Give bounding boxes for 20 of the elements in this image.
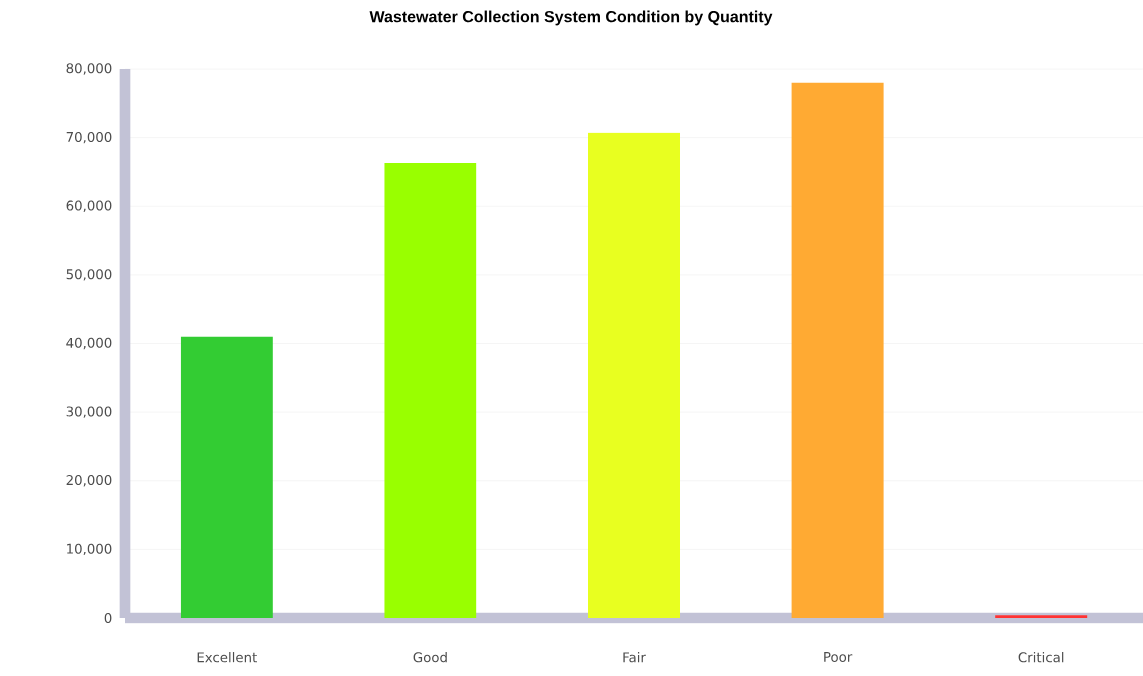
x-tick-label: Critical (1018, 652, 1064, 663)
y-tick-label: 50,000 (66, 269, 112, 281)
x-tick-label: Good (413, 652, 447, 663)
y-tick-label: 10,000 (67, 543, 112, 556)
y-tick-label: 20,000 (66, 475, 112, 487)
y-tick-label: 40,000 (66, 337, 112, 350)
bar (180, 336, 273, 618)
y-tick-label: 80,000 (66, 63, 112, 75)
bar (791, 82, 884, 618)
y-tick-label: 60,000 (66, 200, 112, 212)
x-tick-label: Poor (824, 652, 853, 662)
y-tick-label: 30,000 (66, 406, 112, 418)
bar (588, 132, 680, 618)
y-tick-label: 70,000 (66, 131, 112, 144)
y-tick-label: 0 (104, 612, 112, 624)
bar (384, 163, 477, 618)
bar (995, 615, 1088, 618)
chart-title: Wastewater Collection System Condition by Quantity (369, 10, 773, 26)
x-tick-label: Fair (623, 652, 646, 663)
x-tick-label: Excellent (197, 652, 257, 663)
